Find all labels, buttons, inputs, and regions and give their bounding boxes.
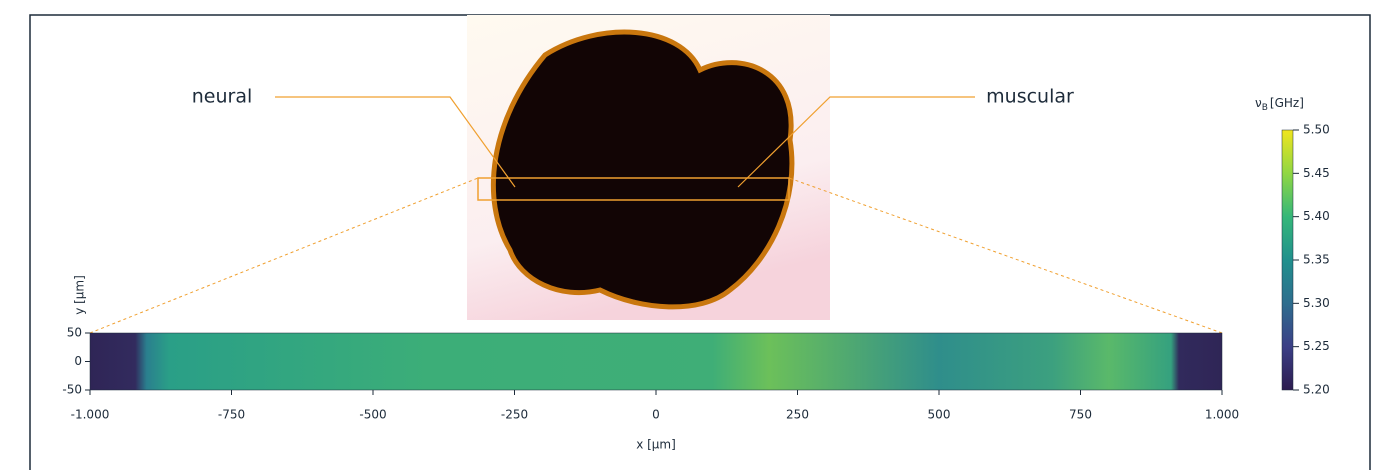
colorbar-tick-label: 5.35: [1303, 253, 1330, 267]
colorbar-tick-label: 5.40: [1303, 209, 1330, 223]
zoom-line: [789, 178, 1222, 333]
x-tick-label: -250: [501, 408, 528, 422]
annotation: neural: [192, 86, 253, 108]
annotation: muscular: [986, 86, 1074, 108]
x-axis-label: x [µm]: [636, 438, 676, 452]
colorbar: [1282, 130, 1293, 390]
x-tick-label: -500: [359, 408, 386, 422]
x-tick-label: 500: [928, 408, 951, 422]
x-tick-label: -1.000: [71, 408, 110, 422]
colorbar-subscript: B: [1262, 103, 1268, 113]
heatmap: [90, 333, 1222, 390]
colorbar-unit: [GHz]: [1270, 96, 1304, 110]
y-tick-label: -50: [62, 383, 82, 397]
colorbar-tick-label: 5.45: [1303, 166, 1330, 180]
colorbar-tick-label: 5.25: [1303, 339, 1330, 353]
colorbar-tick-label: 5.50: [1303, 123, 1330, 137]
colorbar-tick-label: 5.30: [1303, 296, 1330, 310]
colorbar-label: νB[GHz]: [1255, 96, 1304, 113]
y-axis-label: y [µm]: [73, 275, 87, 315]
embryo: [493, 32, 792, 307]
x-tick-label: 750: [1069, 408, 1092, 422]
colorbar-tick-label: 5.20: [1303, 383, 1330, 397]
y-tick-label: 50: [67, 326, 82, 340]
x-tick-label: -750: [218, 408, 245, 422]
x-tick-label: 1.000: [1205, 408, 1239, 422]
x-tick-label: 250: [786, 408, 809, 422]
y-tick-label: 0: [74, 354, 82, 368]
x-tick-label: 0: [652, 408, 660, 422]
zoom-line: [90, 178, 478, 333]
figure: neural muscular x [µm] y [µm] νB[GHz] -1…: [0, 0, 1385, 470]
